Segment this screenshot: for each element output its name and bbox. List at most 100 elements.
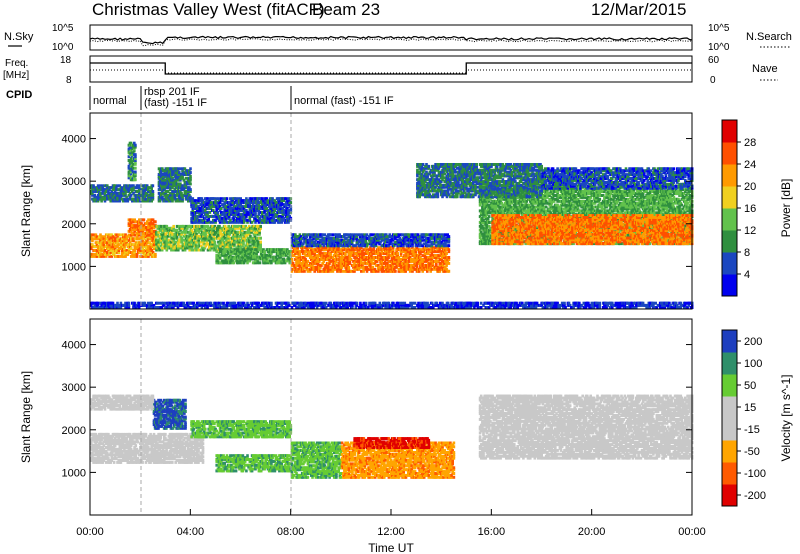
noise-right-tick-bottom: 10^0: [708, 42, 730, 53]
scatter-cell: [444, 233, 447, 236]
noise-left-tick-top: 10^5: [52, 23, 74, 34]
scatter-cell: [180, 231, 183, 234]
cpid-label: CPID: [6, 89, 32, 101]
scatter-cell: [329, 233, 332, 236]
scatter-cell: [448, 262, 451, 265]
scatter-cell: [371, 262, 374, 265]
scatter-cell: [401, 233, 404, 236]
scatter-cell: [91, 233, 94, 236]
scatter-cell: [562, 208, 565, 211]
scatter-cell: [528, 204, 531, 207]
scatter-cell: [243, 231, 246, 234]
nave-label: Nave: [752, 63, 778, 75]
scatter-cell: [421, 254, 424, 257]
frequency-step-line: [90, 63, 692, 74]
scatter-cell: [393, 252, 396, 255]
scatter-cell: [370, 233, 373, 236]
scatter-cell: [350, 270, 353, 273]
scatter-cell: [198, 249, 201, 252]
scatter-cell: [348, 266, 351, 269]
freq-left-tick-top: 18: [60, 55, 72, 66]
scatter-cell: [234, 225, 237, 228]
scatter-cell: [448, 248, 451, 251]
nave-right-tick-top: 60: [708, 55, 720, 66]
scatter-cell: [172, 225, 175, 228]
scatter-cell: [214, 241, 217, 244]
date-label: 12/Mar/2015: [591, 0, 686, 19]
scatter-cell: [203, 225, 206, 228]
scatter-cell: [424, 252, 427, 255]
scatter-cell: [135, 220, 138, 223]
nave-dotted-line: [90, 70, 692, 73]
scatter-cell: [510, 206, 513, 209]
scatter-cell: [444, 237, 447, 240]
scatter-cell: [435, 244, 438, 247]
scatter-cell: [427, 244, 430, 247]
cpid-segment-normal-fast: normal (fast) -151 IF: [294, 95, 394, 107]
scatter-cell: [91, 237, 94, 240]
station-title: Christmas Valley West (fitACF): [92, 0, 325, 19]
scatter-cell: [259, 261, 262, 264]
beam-label: Beam 23: [312, 0, 380, 19]
scatter-cell: [259, 225, 262, 228]
cpid-segment-normal: normal: [93, 95, 127, 107]
scatter-cell: [97, 241, 100, 244]
scatter-cell: [218, 225, 221, 228]
scatter-cell: [403, 248, 406, 251]
scatter-cell: [396, 252, 399, 255]
nave-right-tick-bottom: 0: [710, 75, 716, 86]
noise-sky-line: [90, 36, 692, 43]
scatter-cell: [119, 255, 122, 258]
scatter-cell: [410, 258, 413, 261]
scatter-cell: [398, 256, 401, 259]
scatter-cell: [488, 215, 491, 218]
scatter-cell: [362, 266, 365, 269]
scatter-cell: [554, 194, 557, 197]
scatter-cell: [143, 218, 146, 221]
scatter-cell: [259, 237, 262, 240]
scatter-cell: [359, 233, 362, 236]
scatter-cell: [100, 253, 103, 256]
scatter-cell: [431, 268, 434, 271]
scatter-cell: [360, 270, 363, 273]
scatter-cell: [249, 235, 252, 238]
cpid-segment-fast: (fast) -151 IF: [144, 97, 207, 109]
scatter-cell: [154, 253, 157, 256]
nsearch-label: N.Search: [746, 31, 792, 43]
scatter-cell: [225, 227, 228, 230]
scatter-cell: [448, 244, 451, 247]
scatter-cell: [130, 247, 133, 250]
scatter-cell: [92, 253, 95, 256]
scatter-cell: [147, 218, 150, 221]
scatter-cell: [370, 237, 373, 240]
scatter-cell: [219, 254, 222, 257]
scatter-cell: [332, 233, 335, 236]
scatter-cell: [154, 220, 157, 223]
scatter-cell: [367, 242, 370, 245]
scatter-cell: [545, 209, 548, 212]
scatter-cell: [375, 270, 378, 273]
scatter-cell: [128, 234, 131, 237]
scatter-cell: [272, 248, 275, 251]
scatter-cell: [366, 233, 369, 236]
scatter-cell: [448, 256, 451, 259]
scatter-cell: [263, 250, 266, 253]
scatter-cell: [307, 260, 310, 263]
noise-panel: N.Sky 10^5 10^0 10^5 10^0 N.Search: [4, 23, 792, 53]
scatter-cell: [448, 270, 451, 273]
scatter-cell: [193, 225, 196, 228]
scatter-cell: [342, 270, 345, 273]
scatter-cell: [319, 270, 322, 273]
freq-left-tick-bottom: 8: [66, 75, 72, 86]
scatter-cell: [114, 245, 117, 248]
scatter-cell: [120, 233, 123, 236]
scatter-cell: [104, 249, 107, 252]
noise-left-tick-bottom: 10^0: [52, 42, 74, 53]
scatter-cell: [423, 242, 426, 245]
scatter-cell: [482, 219, 485, 222]
scatter-cell: [370, 248, 373, 251]
noise-right-tick-top: 10^5: [708, 23, 730, 34]
scatter-cell: [371, 266, 374, 269]
